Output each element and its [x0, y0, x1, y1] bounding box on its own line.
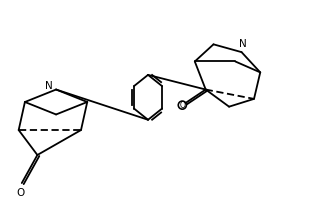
Text: N: N [45, 81, 53, 91]
Text: N: N [239, 39, 247, 49]
Text: O: O [16, 188, 24, 198]
Text: O: O [179, 101, 185, 110]
